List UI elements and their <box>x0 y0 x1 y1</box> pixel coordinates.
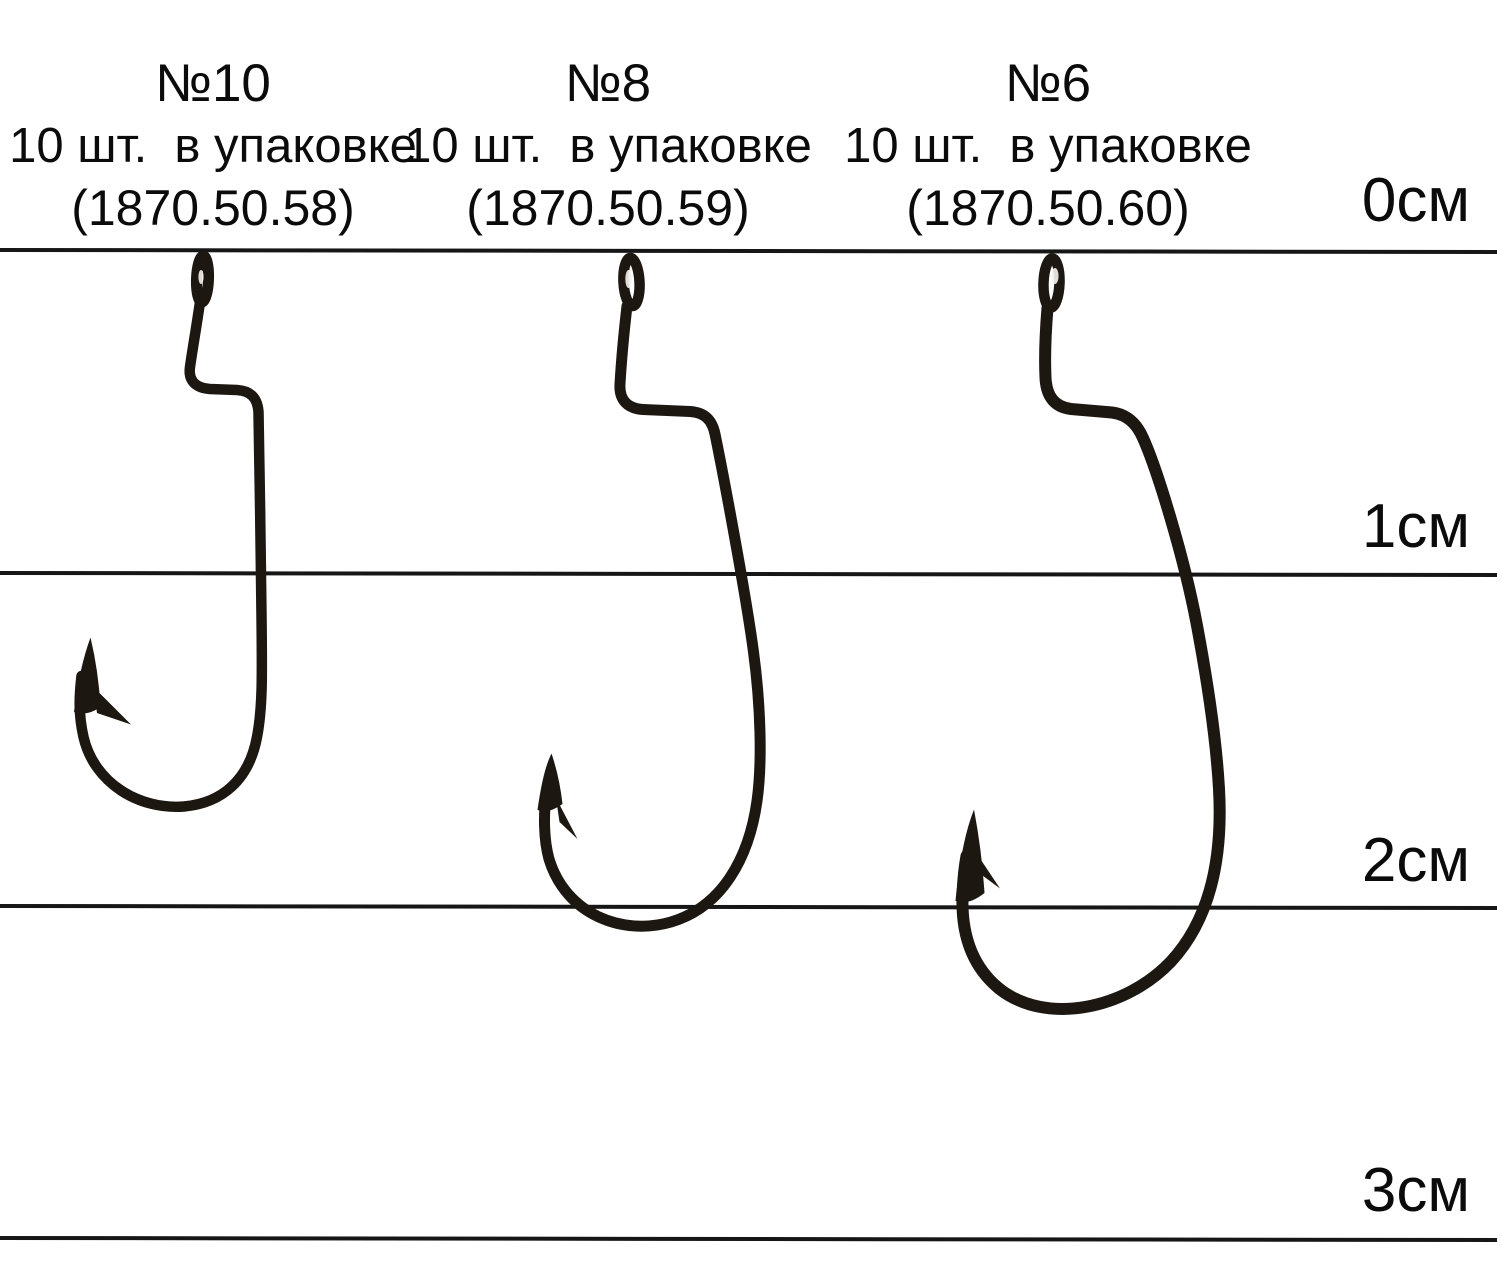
hook-photo-no6 <box>955 253 1226 1015</box>
hook-pack-count: 10 шт. в упаковке <box>844 119 1252 173</box>
hook-point <box>74 637 101 714</box>
ruler-mark-0cm: 0см <box>1361 166 1470 235</box>
hook-sku: (1870.50.60) <box>906 180 1190 236</box>
ruler-lines <box>0 248 1498 1242</box>
ruler-mark-1cm: 1см <box>1361 492 1470 561</box>
hook-wire <box>74 296 268 813</box>
ruler-line-1cm <box>0 571 1498 577</box>
hook-barb <box>977 854 1000 889</box>
hook-label-no6: №6 10 шт. в упаковке (1870.50.60) <box>768 53 1328 239</box>
hook-sku: (1870.50.59) <box>466 180 750 236</box>
hook-eye-hole <box>625 270 632 288</box>
hook-pack-count: 10 шт. в упаковке <box>9 119 417 173</box>
hook-photo-no10 <box>74 250 268 813</box>
hook-label-no8: №8 10 шт. в упаковке (1870.50.59) <box>328 53 888 239</box>
hook-sku: (1870.50.58) <box>71 180 355 236</box>
hook-barb <box>556 798 578 839</box>
hook-barb <box>93 687 131 725</box>
hook-pack-count: 10 шт. в упаковке <box>404 119 812 173</box>
hook-eye-hole <box>198 270 204 284</box>
ruler-mark-2cm: 2см <box>1361 826 1470 895</box>
hook-wire <box>956 302 1226 1015</box>
hook-point <box>537 753 563 812</box>
hook-eye <box>1038 253 1065 313</box>
hook-eye <box>618 252 645 312</box>
ruler-line-2cm <box>0 904 1498 910</box>
ruler-line-3cm <box>0 1236 1498 1242</box>
hook-eye-hole <box>1051 268 1059 284</box>
hook-label-no10: №10 10 шт. в упаковке (1870.50.58) <box>0 53 493 239</box>
hook-photo-no8 <box>537 252 766 932</box>
ruler-mark-3cm: 3см <box>1361 1156 1470 1225</box>
hook-size: №10 <box>155 54 271 113</box>
hook-size: №8 <box>564 54 652 113</box>
hook-size: №6 <box>1004 54 1092 113</box>
hook-point <box>955 809 985 903</box>
ruler-line-0cm <box>0 248 1498 254</box>
hook-wire <box>538 300 766 932</box>
